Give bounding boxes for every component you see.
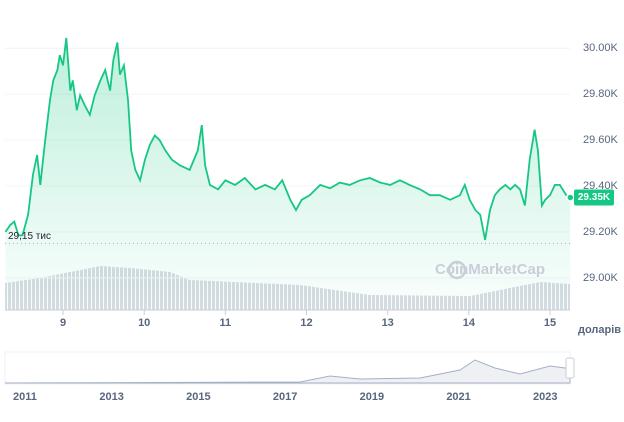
y-unit: доларів СШ [578, 324, 624, 336]
x-tick-label: 9 [60, 317, 66, 329]
navigator-tick-label: 2017 [273, 391, 297, 403]
y-tick-label: 29.80K [583, 88, 619, 100]
navigator-tick-label: 2011 [13, 391, 37, 403]
series-area [5, 37, 571, 311]
navigator-tick-label: 2015 [186, 391, 210, 403]
navigator-handle[interactable] [565, 357, 575, 379]
x-tick-label: 15 [544, 317, 556, 329]
x-tick-label: 12 [300, 317, 312, 329]
watermark-logo [447, 260, 467, 280]
price-badge-label: 29.35K [578, 192, 611, 203]
y-tick-label: 29.20K [583, 226, 619, 238]
price-badge [574, 189, 614, 206]
plot [4, 37, 571, 311]
series-line [4, 37, 571, 241]
x-tick-label: 11 [220, 317, 232, 329]
y-tick-label: 29.40K [583, 180, 619, 192]
y-tick-label: 29.00K [583, 272, 619, 284]
navigator-tick-label: 2013 [99, 391, 123, 403]
navigator-tick-label: 2021 [446, 391, 470, 403]
x-tick-label: 13 [382, 317, 394, 329]
last-point [566, 193, 575, 202]
x-tick-label: 14 [463, 317, 476, 329]
x-tick-label: 10 [138, 317, 150, 329]
navigator-tick-label: 2023 [533, 391, 557, 403]
y-tick-label: 29.60K [583, 134, 619, 146]
navigator-tick-label: 2019 [360, 391, 384, 403]
y-tick-label: 30.00K [583, 42, 619, 54]
reference-label: 29,15 тис [8, 231, 51, 242]
